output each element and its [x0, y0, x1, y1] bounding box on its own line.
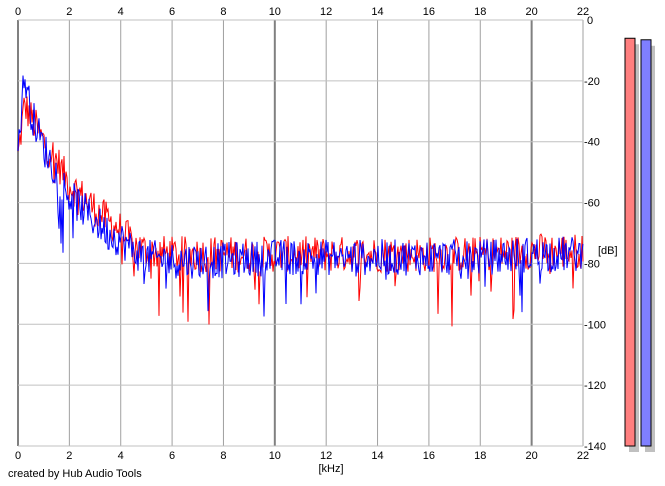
- y-tick-label: -140: [584, 441, 606, 453]
- level-meter-left: [624, 37, 636, 447]
- x-tick-label-bottom: 14: [371, 450, 383, 462]
- credit-text: created by Hub Audio Tools: [8, 468, 142, 480]
- series-line-right: [17, 75, 584, 317]
- x-tick-label-bottom: 2: [66, 450, 72, 462]
- y-tick-label: -120: [584, 380, 606, 392]
- x-tick-label-bottom: 16: [423, 450, 435, 462]
- y-tick-label: 0: [587, 15, 593, 27]
- level-meter-right: [640, 39, 652, 447]
- x-tick-label-top: 4: [118, 6, 124, 18]
- x-tick-label-bottom: 8: [220, 450, 226, 462]
- x-tick-label-top: 2: [66, 6, 72, 18]
- x-tick-label-bottom: 18: [474, 450, 486, 462]
- x-tick-label-top: 0: [15, 6, 21, 18]
- x-tick-label-bottom: 6: [169, 450, 175, 462]
- x-tick-label-top: 14: [371, 6, 383, 18]
- y-axis-label: [dB]: [598, 245, 618, 257]
- y-tick-label: -100: [584, 319, 606, 331]
- x-tick-label-top: 18: [474, 6, 486, 18]
- x-axis-label: [kHz]: [318, 463, 343, 475]
- y-tick-label: -80: [584, 258, 600, 270]
- x-tick-label-top: 8: [220, 6, 226, 18]
- series-line-left: [17, 96, 584, 327]
- x-tick-label-top: 12: [320, 6, 332, 18]
- x-tick-label-bottom: 4: [118, 450, 124, 462]
- x-tick-label-top: 16: [423, 6, 435, 18]
- x-tick-label-bottom: 10: [269, 450, 281, 462]
- x-tick-label-top: 6: [169, 6, 175, 18]
- x-tick-label-bottom: 12: [320, 450, 332, 462]
- x-tick-label-bottom: 20: [526, 450, 538, 462]
- x-tick-label-top: 22: [577, 6, 589, 18]
- x-tick-label-top: 10: [269, 6, 281, 18]
- x-tick-label-bottom: 22: [577, 450, 589, 462]
- y-tick-label: -20: [584, 76, 600, 88]
- y-tick-label: -40: [584, 137, 600, 149]
- x-tick-label-top: 20: [526, 6, 538, 18]
- y-tick-label: -60: [584, 198, 600, 210]
- x-tick-label-bottom: 0: [15, 450, 21, 462]
